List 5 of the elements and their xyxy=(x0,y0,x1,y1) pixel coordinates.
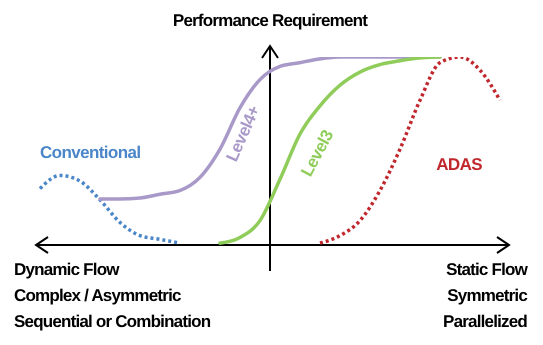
text: Static Flow Symmetric Parallelized xyxy=(443,260,529,331)
y-axis-title: Performance Requirement xyxy=(172,11,368,30)
series-label: Conventional xyxy=(40,143,140,162)
text: ADAS xyxy=(436,155,482,174)
text: Dynamic Flow Complex / Asymmetric Sequential or Combination xyxy=(14,260,211,331)
